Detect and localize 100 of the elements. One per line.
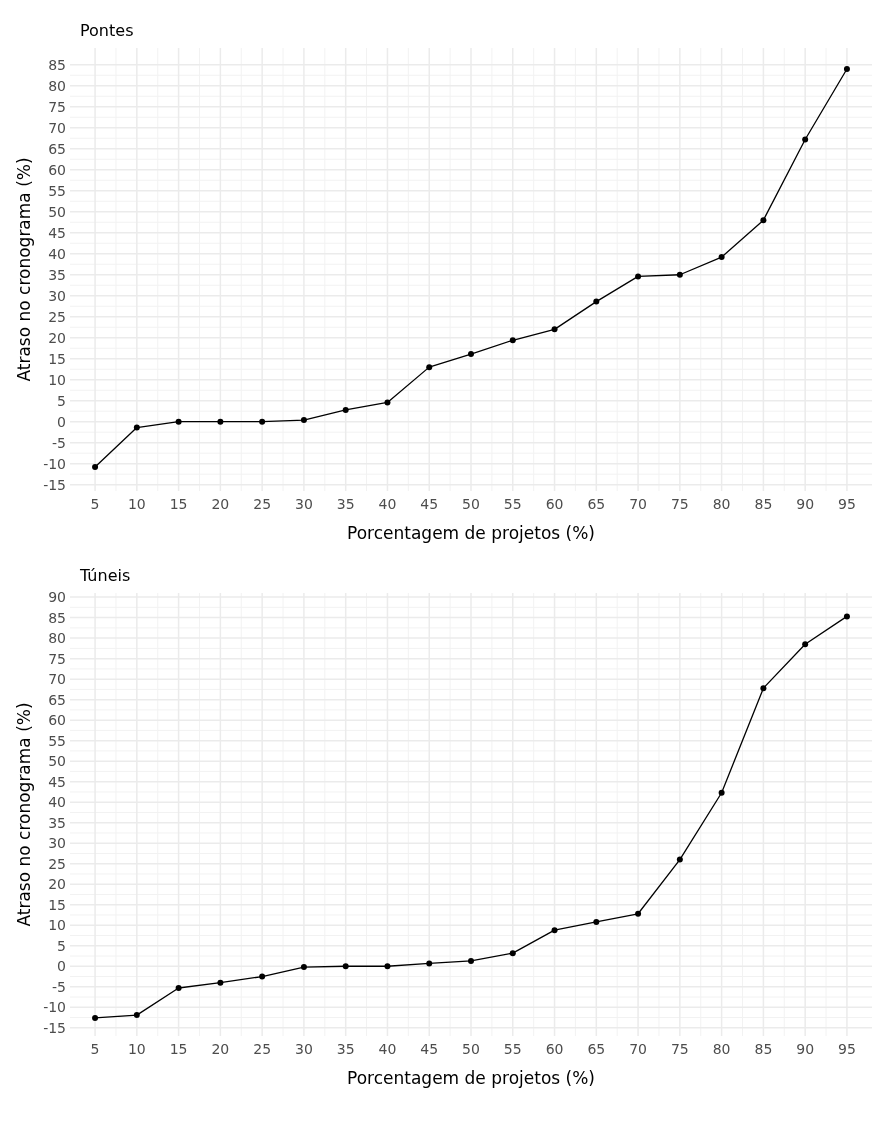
y-tick-label: -10: [43, 999, 66, 1016]
y-tick-label: 80: [48, 630, 66, 647]
y-tick-label: 40: [48, 245, 66, 262]
point: [92, 464, 99, 471]
y-tick-label: 55: [48, 732, 66, 749]
chart-title: Túneis: [79, 566, 131, 585]
y-axis-title: Atraso no cronograma (%): [14, 702, 34, 927]
x-tick-label: 15: [169, 496, 188, 512]
y-tick-label: 20: [48, 876, 66, 893]
x-tick-label: 75: [670, 1041, 689, 1057]
x-tick-label: 10: [127, 496, 146, 512]
x-tick-label: 90: [796, 1041, 815, 1057]
x-tick-label: 15: [169, 1041, 188, 1057]
x-tick-label: 90: [796, 496, 815, 512]
x-tick-label: 20: [211, 496, 230, 512]
y-tick-label: 50: [48, 753, 66, 770]
point: [384, 399, 391, 406]
x-tick-label: 65: [587, 1041, 606, 1057]
chart-title: Pontes: [80, 21, 134, 40]
y-tick-label: 75: [48, 98, 66, 115]
x-tick-label: 80: [712, 496, 731, 512]
x-tick-label: 20: [211, 1041, 230, 1057]
point: [300, 964, 307, 971]
point: [635, 273, 642, 280]
point: [593, 918, 600, 925]
x-tick-label: 5: [90, 496, 100, 512]
x-tick-label: 50: [462, 1041, 480, 1057]
y-tick-label: 5: [57, 937, 66, 954]
y-tick-label: 0: [57, 958, 66, 975]
point: [175, 985, 182, 992]
point: [133, 1012, 140, 1019]
y-tick-label: 0: [57, 413, 66, 430]
y-tick-label: 85: [48, 609, 66, 626]
y-tick-label: 20: [48, 329, 66, 346]
point: [259, 973, 266, 980]
point: [718, 254, 725, 261]
y-tick-label: 5: [57, 392, 66, 409]
y-tick-label: 80: [48, 77, 66, 94]
x-tick-label: 85: [754, 1041, 773, 1057]
point: [760, 217, 767, 224]
y-tick-label: 15: [48, 896, 66, 913]
y-tick-label: 25: [48, 308, 66, 325]
point: [551, 927, 558, 934]
point: [92, 1014, 99, 1021]
point: [509, 337, 516, 344]
x-tick-label: 85: [754, 496, 773, 512]
point: [760, 685, 767, 692]
x-tick-label: 60: [545, 1041, 564, 1057]
point: [843, 613, 850, 620]
y-tick-label: 45: [48, 773, 66, 790]
y-tick-label: 60: [48, 712, 66, 729]
x-axis-title: Porcentagem de projetos (%): [347, 523, 595, 543]
point: [802, 136, 809, 143]
y-tick-label: -15: [43, 476, 66, 493]
y-axis-title: Atraso no cronograma (%): [14, 157, 34, 382]
point: [718, 789, 725, 796]
point: [676, 271, 683, 278]
x-tick-label: 35: [336, 496, 355, 512]
x-tick-label: 55: [503, 496, 522, 512]
point: [217, 418, 224, 425]
point: [802, 641, 809, 648]
y-tick-label: 70: [48, 671, 66, 688]
y-tick-label: -15: [43, 1019, 66, 1036]
point: [259, 418, 266, 425]
y-tick-label: 25: [48, 855, 66, 872]
x-tick-label: 40: [378, 496, 397, 512]
point: [217, 979, 224, 986]
y-tick-label: 45: [48, 224, 66, 241]
y-tick-label: 75: [48, 650, 66, 667]
y-tick-label: 85: [48, 56, 66, 73]
y-tick-label: -5: [52, 434, 66, 451]
point: [635, 910, 642, 917]
point: [676, 856, 683, 863]
point: [175, 418, 182, 425]
point: [384, 963, 391, 970]
y-tick-label: 40: [48, 794, 66, 811]
y-tick-label: 65: [48, 691, 66, 708]
x-tick-label: 55: [503, 1041, 522, 1057]
x-tick-label: 35: [336, 1041, 355, 1057]
y-tick-label: 55: [48, 182, 66, 199]
x-tick-label: 10: [127, 1041, 146, 1057]
x-tick-label: 50: [462, 496, 480, 512]
point: [133, 424, 140, 431]
y-tick-label: 65: [48, 140, 66, 157]
x-tick-label: 40: [378, 1041, 397, 1057]
x-tick-label: 25: [253, 496, 272, 512]
x-tick-label: 60: [545, 496, 564, 512]
x-tick-label: 95: [838, 1041, 856, 1057]
y-tick-label: 35: [48, 266, 66, 283]
x-tick-label: 45: [420, 1041, 439, 1057]
x-tick-label: 95: [838, 496, 856, 512]
x-tick-label: 5: [90, 1041, 100, 1057]
y-tick-label: 30: [48, 287, 66, 304]
y-tick-label: -5: [52, 978, 66, 995]
y-tick-label: 15: [48, 350, 66, 367]
point: [300, 417, 307, 424]
point: [843, 66, 850, 72]
y-tick-label: 60: [48, 161, 66, 178]
y-tick-label: 10: [48, 917, 66, 934]
x-tick-label: 80: [712, 1041, 731, 1057]
